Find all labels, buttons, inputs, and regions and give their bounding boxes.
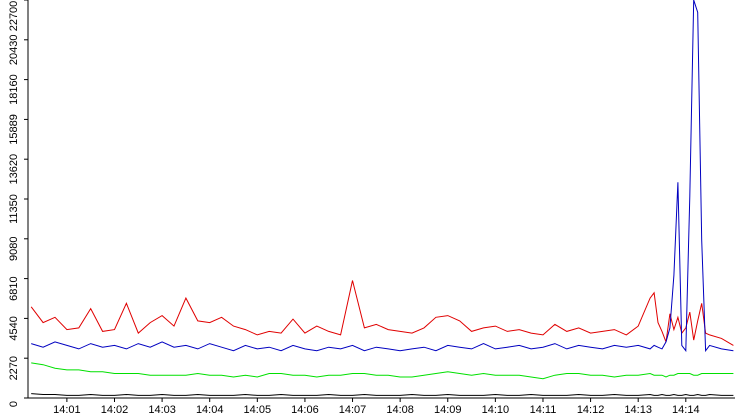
- x-tick-label: 14:14: [672, 404, 700, 415]
- y-tick-label: 4540: [8, 316, 20, 340]
- y-tick-label: 22700: [8, 1, 20, 32]
- x-tick-label: 14:12: [577, 404, 605, 415]
- y-tick-label: 0: [8, 401, 20, 407]
- y-tick-label: 15889: [8, 114, 20, 145]
- x-tick-label: 14:05: [244, 404, 272, 415]
- y-tick-label: 20430: [8, 35, 20, 66]
- series-line: [31, 0, 734, 353]
- series-line: [30, 280, 734, 346]
- x-tick-label: 14:08: [386, 404, 414, 415]
- x-tick-label: 14:07: [339, 404, 367, 415]
- y-tick-label: 2270: [8, 356, 20, 380]
- x-tick-label: 14:11: [530, 404, 557, 415]
- series-line: [31, 393, 734, 396]
- y-tick-label: 6810: [8, 276, 20, 300]
- x-tick-label: 14:04: [196, 404, 224, 415]
- series-line: [31, 362, 734, 380]
- x-tick-label: 14:09: [434, 404, 462, 415]
- y-tick-label: 11350: [8, 194, 20, 224]
- x-tick-label: 14:06: [291, 404, 319, 415]
- x-tick-label: 14:01: [53, 404, 81, 415]
- x-tick-label: 14:03: [148, 404, 176, 415]
- y-tick-label: 13620: [8, 154, 20, 185]
- x-tick-label: 14:13: [624, 404, 652, 415]
- y-tick-label: 9080: [8, 237, 20, 261]
- y-tick-label: 18160: [8, 74, 20, 105]
- x-tick-label: 14:10: [482, 404, 510, 415]
- x-tick-label: 14:02: [101, 404, 129, 415]
